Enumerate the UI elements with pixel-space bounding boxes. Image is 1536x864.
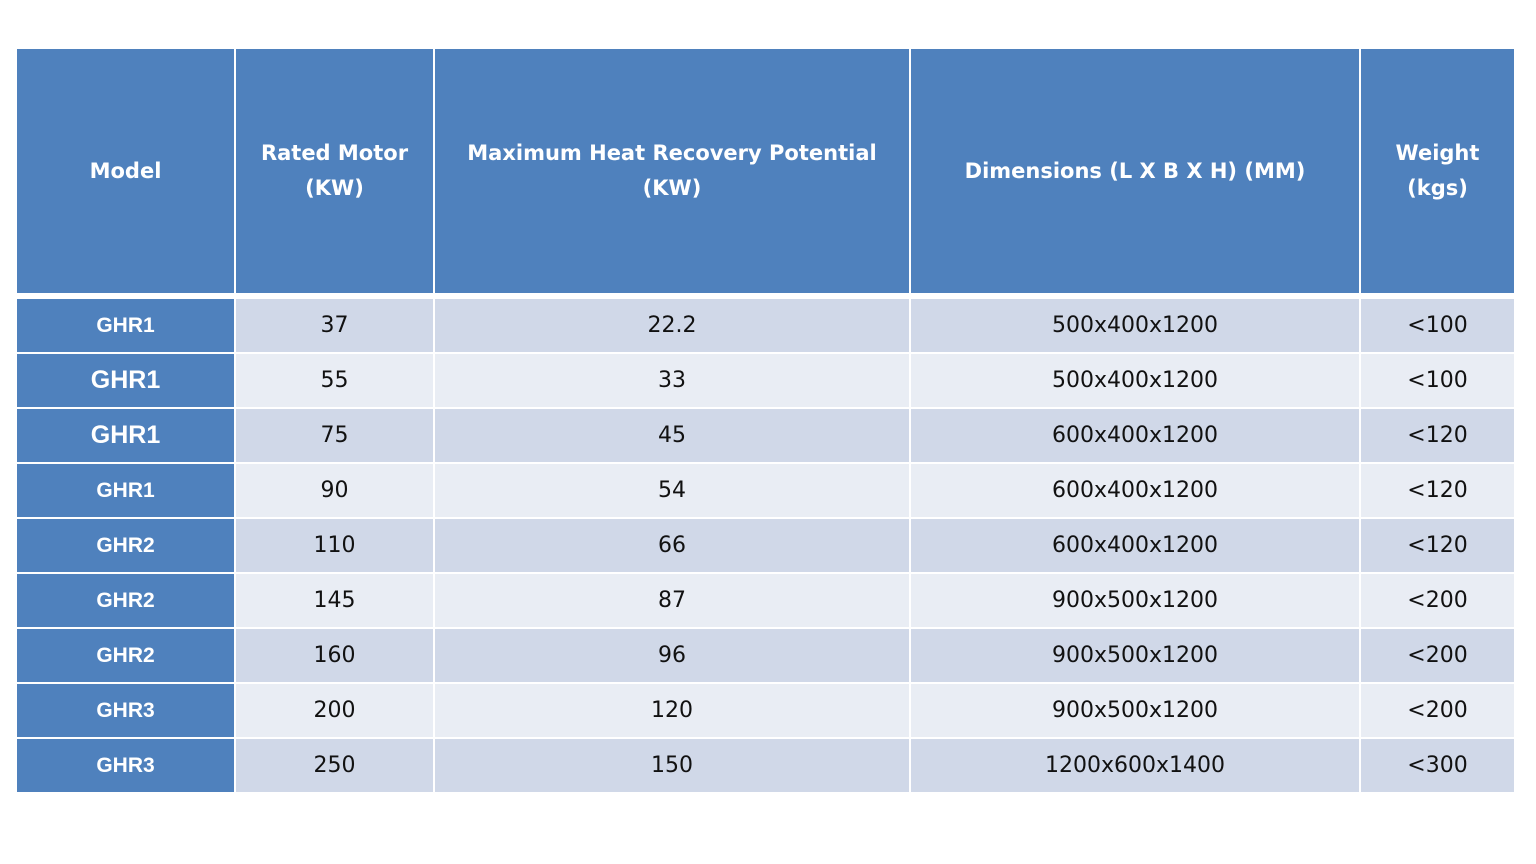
specs-table: Model Rated Motor (KW) Maximum Heat Reco…: [17, 49, 1514, 794]
cell-dimensions: 600x400x1200: [909, 517, 1361, 574]
cell-heat-recovery: 120: [433, 682, 911, 739]
table-row: GHR1 37 22.2 500x400x1200 <100: [17, 295, 1514, 354]
cell-dimensions: 600x400x1200: [909, 407, 1361, 464]
cell-model: GHR2: [17, 627, 236, 684]
cell-weight: <200: [1359, 682, 1514, 739]
header-row: Model Rated Motor (KW) Maximum Heat Reco…: [17, 49, 1514, 299]
cell-rated-motor: 145: [234, 572, 435, 629]
cell-model: GHR2: [17, 517, 236, 574]
cell-dimensions: 900x500x1200: [909, 627, 1361, 684]
cell-dimensions: 600x400x1200: [909, 462, 1361, 519]
header-rated-motor: Rated Motor (KW): [234, 49, 435, 299]
cell-heat-recovery: 96: [433, 627, 911, 684]
cell-heat-recovery: 66: [433, 517, 911, 574]
header-model: Model: [17, 49, 236, 299]
cell-weight: <200: [1359, 572, 1514, 629]
cell-rated-motor: 160: [234, 627, 435, 684]
cell-model: GHR3: [17, 737, 236, 794]
cell-dimensions: 500x400x1200: [909, 295, 1361, 354]
cell-heat-recovery: 22.2: [433, 295, 911, 354]
cell-model: GHR1: [17, 352, 236, 409]
header-dimensions: Dimensions (L X B X H) (MM): [909, 49, 1361, 299]
cell-dimensions: 900x500x1200: [909, 682, 1361, 739]
cell-weight: <100: [1359, 295, 1514, 354]
cell-model: GHR2: [17, 572, 236, 629]
cell-rated-motor: 250: [234, 737, 435, 794]
cell-heat-recovery: 54: [433, 462, 911, 519]
cell-rated-motor: 200: [234, 682, 435, 739]
cell-rated-motor: 55: [234, 352, 435, 409]
table-row: GHR3 200 120 900x500x1200 <200: [17, 682, 1514, 739]
cell-weight: <120: [1359, 517, 1514, 574]
cell-heat-recovery: 150: [433, 737, 911, 794]
cell-dimensions: 900x500x1200: [909, 572, 1361, 629]
table-row: GHR2 110 66 600x400x1200 <120: [17, 517, 1514, 574]
header-weight-text: Weight (kgs): [1395, 141, 1480, 200]
cell-weight: <120: [1359, 462, 1514, 519]
cell-rated-motor: 37: [234, 295, 435, 354]
table-row: GHR1 90 54 600x400x1200 <120: [17, 462, 1514, 519]
cell-model: GHR1: [17, 407, 236, 464]
cell-weight: <200: [1359, 627, 1514, 684]
header-weight: Weight (kgs): [1359, 49, 1514, 299]
cell-dimensions: 1200x600x1400: [909, 737, 1361, 794]
header-heat-recovery-text: Maximum Heat Recovery Potential (KW): [467, 141, 877, 200]
table-row: GHR3 250 150 1200x600x1400 <300: [17, 737, 1514, 794]
cell-weight: <100: [1359, 352, 1514, 409]
table-row: GHR2 160 96 900x500x1200 <200: [17, 627, 1514, 684]
header-heat-recovery: Maximum Heat Recovery Potential (KW): [433, 49, 911, 299]
cell-weight: <120: [1359, 407, 1514, 464]
table-row: GHR2 145 87 900x500x1200 <200: [17, 572, 1514, 629]
cell-model: GHR3: [17, 682, 236, 739]
table-row: GHR1 55 33 500x400x1200 <100: [17, 352, 1514, 409]
cell-rated-motor: 75: [234, 407, 435, 464]
table-row: GHR1 75 45 600x400x1200 <120: [17, 407, 1514, 464]
cell-weight: <300: [1359, 737, 1514, 794]
header-rated-motor-text: Rated Motor (KW): [260, 141, 409, 200]
cell-rated-motor: 110: [234, 517, 435, 574]
cell-heat-recovery: 45: [433, 407, 911, 464]
cell-rated-motor: 90: [234, 462, 435, 519]
cell-heat-recovery: 87: [433, 572, 911, 629]
cell-dimensions: 500x400x1200: [909, 352, 1361, 409]
cell-model: GHR1: [17, 295, 236, 354]
cell-heat-recovery: 33: [433, 352, 911, 409]
cell-model: GHR1: [17, 462, 236, 519]
